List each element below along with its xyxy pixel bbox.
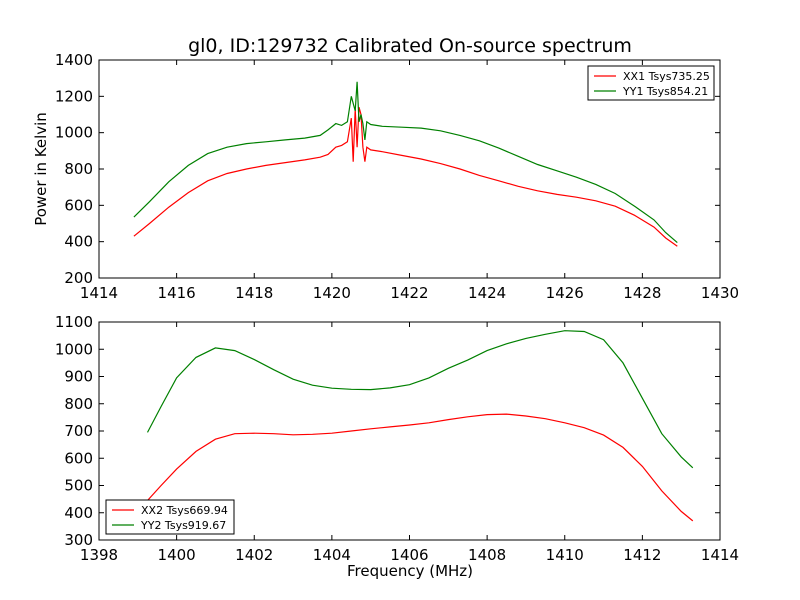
y-tick-label: 1100 [55,313,93,331]
x-tick-label: 1410 [546,546,584,564]
x-tick-label: 1406 [390,546,428,564]
x-tick-label: 1422 [390,284,428,302]
y-tick-label: 1400 [55,51,93,69]
y-tick-label: 400 [64,504,93,522]
legend-label-1: XX1 Tsys735.25 [623,70,710,83]
y-tick-label: 800 [64,395,93,413]
y-tick-label: 700 [64,422,93,440]
x-tick-label: 1430 [701,284,739,302]
legend-label-2: YY1 Tsys854.21 [622,85,708,98]
x-tick-label: 1402 [235,546,273,564]
x-tick-label: 1412 [623,546,661,564]
legend: XX2 Tsys669.94 YY2 Tsys919.67 [105,499,235,535]
x-tick-label: 1408 [468,546,506,564]
y-tick-label: 900 [64,368,93,386]
legend-box [587,65,715,101]
legend-box [105,499,235,535]
y-tick-label: 800 [64,160,93,178]
legend-label-1: XX2 Tsys669.94 [141,504,228,517]
x-tick-label: 1420 [313,284,351,302]
x-tick-label: 1426 [546,284,584,302]
top-chart-title: gl0, ID:129732 Calibrated On-source spec… [188,35,632,57]
x-tick-label: 1414 [701,546,739,564]
top-y-axis-label: Power in Kelvin [32,112,50,226]
y-tick-label: 400 [64,233,93,251]
bottom-x-axis-label: Frequency (MHz) [347,562,473,580]
series-line-1 [147,413,694,522]
series-line-1 [133,107,678,247]
x-tick-label: 1428 [623,284,661,302]
x-tick-label: 1418 [235,284,273,302]
bottom-plot-area: 1398 1400 1402 1404 1406 1408 1410 1412 1414 300 4… [55,313,739,564]
x-tick-label: 1424 [468,284,506,302]
x-tick-label: 1404 [313,546,351,564]
series-line-2 [146,330,694,469]
x-tick-label: 1398 [80,546,118,564]
legend: XX1 Tsys735.25 YY1 Tsys854.21 [587,65,715,101]
y-tick-label: 500 [64,477,93,495]
x-tick-label: 1416 [158,284,196,302]
x-tick-label: 1400 [158,546,196,564]
y-tick-label: 300 [64,531,93,549]
y-tick-label: 600 [64,449,93,467]
y-tick-label: 1200 [55,87,93,105]
top-plot-area: 1414 1416 1418 1420 1422 1424 1426 1428 1430 200 4… [55,51,739,302]
series-line-2 [133,81,678,244]
x-tick-label: 1414 [80,284,118,302]
y-tick-label: 600 [64,196,93,214]
legend-label-2: YY2 Tsys919.67 [140,519,226,532]
y-tick-label: 1000 [55,340,93,358]
y-tick-label: 1000 [55,124,93,142]
y-tick-label: 200 [64,269,93,287]
